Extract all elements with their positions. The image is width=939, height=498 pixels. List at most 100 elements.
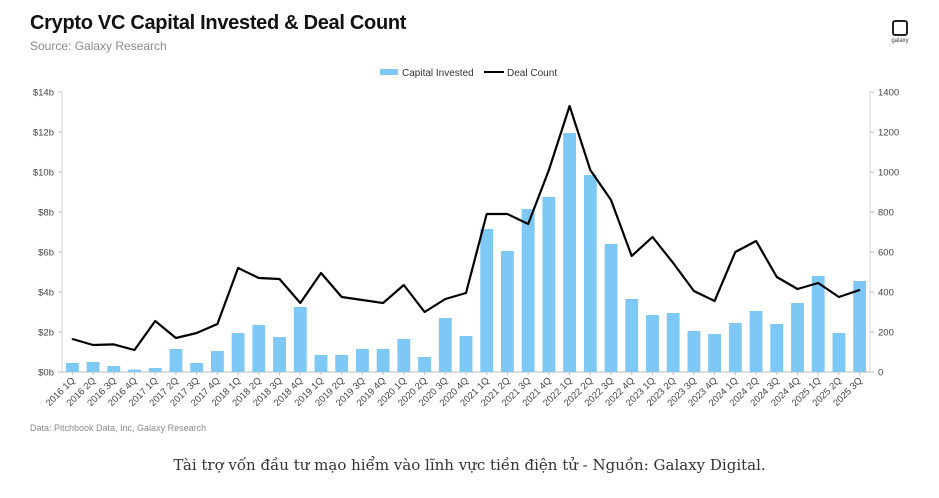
deal-count-point (755, 240, 757, 242)
galaxy-logo: galaxy (885, 20, 915, 44)
legend-label-deal: Deal Count (507, 68, 557, 79)
galaxy-logo-text: galaxy (891, 38, 909, 44)
deal-count-line (72, 104, 860, 352)
chart-subtitle: Source: Galaxy Research (30, 39, 167, 53)
capital-bar (811, 276, 825, 372)
vc-chart: Capital Invested Deal Count $0b $2b $4b $6b… (30, 68, 899, 433)
capital-bar (273, 337, 286, 372)
deal-count-point (858, 289, 861, 291)
deal-count-point (713, 300, 716, 302)
capital-bar (335, 355, 349, 372)
deal-count-point (734, 251, 737, 253)
deal-count-point (423, 311, 426, 313)
deal-count-point (133, 349, 136, 351)
capital-bar (86, 362, 100, 372)
y-right-tick-label: 1400 (878, 88, 899, 99)
capital-bar (107, 366, 121, 372)
y-right-tick-label: 800 (878, 208, 894, 219)
deal-count-point (278, 278, 281, 280)
deal-count-point (693, 290, 695, 292)
legend-swatch-capital (380, 69, 398, 75)
y-left-tick-label: $2b (38, 328, 54, 339)
y-right-tick-label: 600 (878, 248, 894, 259)
capital-bar (252, 325, 266, 372)
deal-count-point (796, 288, 799, 290)
capital-bar (604, 244, 618, 372)
capital-bar (791, 303, 804, 372)
capital-bar (169, 349, 183, 372)
galaxy-logo-icon (892, 20, 908, 36)
y-left-tick-label: $0b (38, 368, 54, 379)
capital-bar (728, 323, 742, 372)
capital-bar (438, 318, 452, 372)
deal-count-point (216, 323, 219, 325)
y-left-tick-label: $10b (33, 168, 54, 179)
deal-count-point (320, 272, 322, 274)
capital-bar (832, 333, 846, 372)
y-left-tick-label: $4b (38, 288, 54, 299)
capital-bar (314, 355, 328, 372)
capital-bar (293, 307, 307, 372)
deal-count-point (775, 276, 778, 278)
deal-count-point (340, 296, 343, 298)
deal-count-point (382, 302, 384, 304)
deal-count-point (258, 277, 260, 279)
deal-count-point (817, 282, 820, 284)
capital-bar (770, 324, 784, 372)
capital-bar (687, 331, 701, 372)
y-left-tick-label: $12b (33, 128, 54, 139)
y-left-tick-label: $8b (38, 208, 54, 219)
y-right-tick-label: 1200 (878, 128, 899, 139)
capital-bar (397, 339, 411, 372)
capital-bar (418, 357, 431, 372)
deal-count-point (299, 302, 302, 304)
capital-bar (646, 315, 659, 372)
deal-count-point (92, 344, 94, 346)
capital-bar (625, 299, 639, 372)
line-series (71, 104, 861, 352)
data-source-note: Data: Pitchbook Data, Inc, Galaxy Resear… (30, 423, 206, 433)
capital-bar (148, 368, 162, 372)
figure-caption: Tài trợ vốn đầu tư mạo hiểm vào lĩnh vực… (173, 456, 766, 474)
deal-count-point (630, 255, 633, 257)
capital-bar (666, 313, 680, 372)
capital-bar (501, 251, 514, 372)
deal-count-point (589, 169, 592, 171)
capital-bar (749, 311, 763, 372)
y-right-tick-label: 400 (878, 288, 894, 299)
deal-count-point (195, 332, 198, 334)
chart-axes: $0b $2b $4b $6b $8b $10b $12b $14b 0 200 400 600 800… (33, 88, 899, 379)
capital-bar (583, 175, 597, 372)
capital-bar (708, 334, 722, 372)
capital-bar (355, 349, 369, 372)
deal-count-point (527, 223, 529, 225)
capital-bar (542, 197, 556, 372)
deal-count-point (506, 213, 509, 215)
capital-bar (521, 209, 535, 372)
chart-title: Crypto VC Capital Invested & Deal Count (30, 12, 407, 34)
capital-bar (459, 336, 473, 372)
chart-legend: Capital Invested Deal Count (380, 68, 557, 79)
y-left-tick-label: $6b (38, 248, 54, 259)
y-left-tick-label: $14b (33, 88, 54, 99)
deal-count-point (361, 299, 364, 301)
deal-count-point (651, 236, 654, 238)
y-right-tick-label: 200 (878, 328, 894, 339)
capital-bar (853, 281, 867, 372)
capital-bar (376, 349, 390, 372)
capital-bar (128, 369, 141, 372)
deal-count-point (403, 284, 405, 286)
deal-count-point (548, 169, 550, 171)
bar-series (65, 133, 867, 372)
deal-count-point (568, 105, 571, 107)
capital-bar (231, 333, 245, 372)
deal-count-point (71, 338, 74, 340)
deal-count-point (838, 296, 840, 298)
deal-count-point (154, 320, 157, 322)
legend-label-capital: Capital Invested (402, 68, 474, 79)
deal-count-point (237, 267, 239, 269)
capital-bar (190, 363, 204, 372)
deal-count-point (444, 298, 447, 300)
deal-count-point (465, 292, 467, 294)
